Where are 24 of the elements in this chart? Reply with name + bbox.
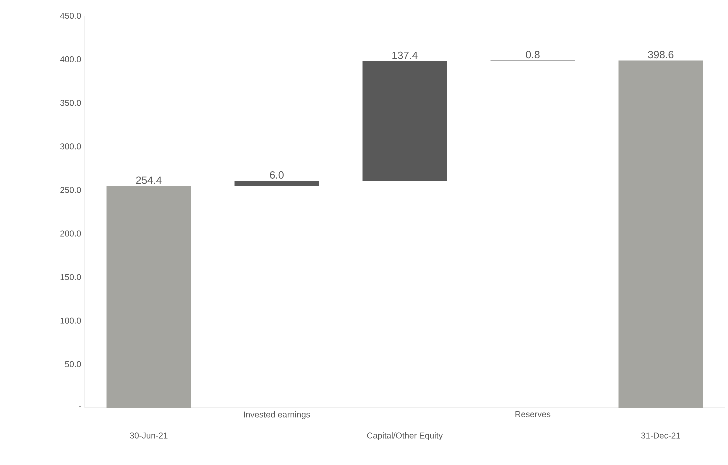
y-tick-label: 350.0 (60, 100, 82, 106)
y-tick-label: 100.0 (60, 318, 82, 324)
y-tick-label: 250.0 (60, 187, 82, 194)
y-tick-label: 50.0 (65, 361, 82, 368)
bar (234, 181, 320, 186)
y-tick-label: 400.0 (60, 56, 82, 63)
bar (362, 61, 448, 182)
data-label: 398.6 (648, 51, 674, 59)
y-tick-label: 150.0 (60, 274, 82, 280)
bar (106, 186, 192, 408)
data-label: 254.4 (136, 176, 162, 184)
data-label: 0.8 (526, 51, 540, 59)
x-tick-label: Invested earnings (244, 412, 310, 420)
y-tick-label: 450.0 (60, 12, 82, 19)
bar (618, 60, 704, 408)
data-label: 137.4 (392, 52, 418, 60)
y-tick-label: 200.0 (60, 230, 82, 237)
y-tick-label: - (79, 406, 82, 408)
x-tick-label: 30-Jun-21 (130, 432, 168, 439)
x-tick-label: 31-Dec-21 (641, 432, 680, 439)
y-tick-label: 300.0 (60, 144, 82, 150)
data-label: 6.0 (270, 172, 284, 179)
x-tick-label: Capital/Other Equity (367, 432, 444, 440)
x-tick-label: Reserves (516, 412, 551, 418)
